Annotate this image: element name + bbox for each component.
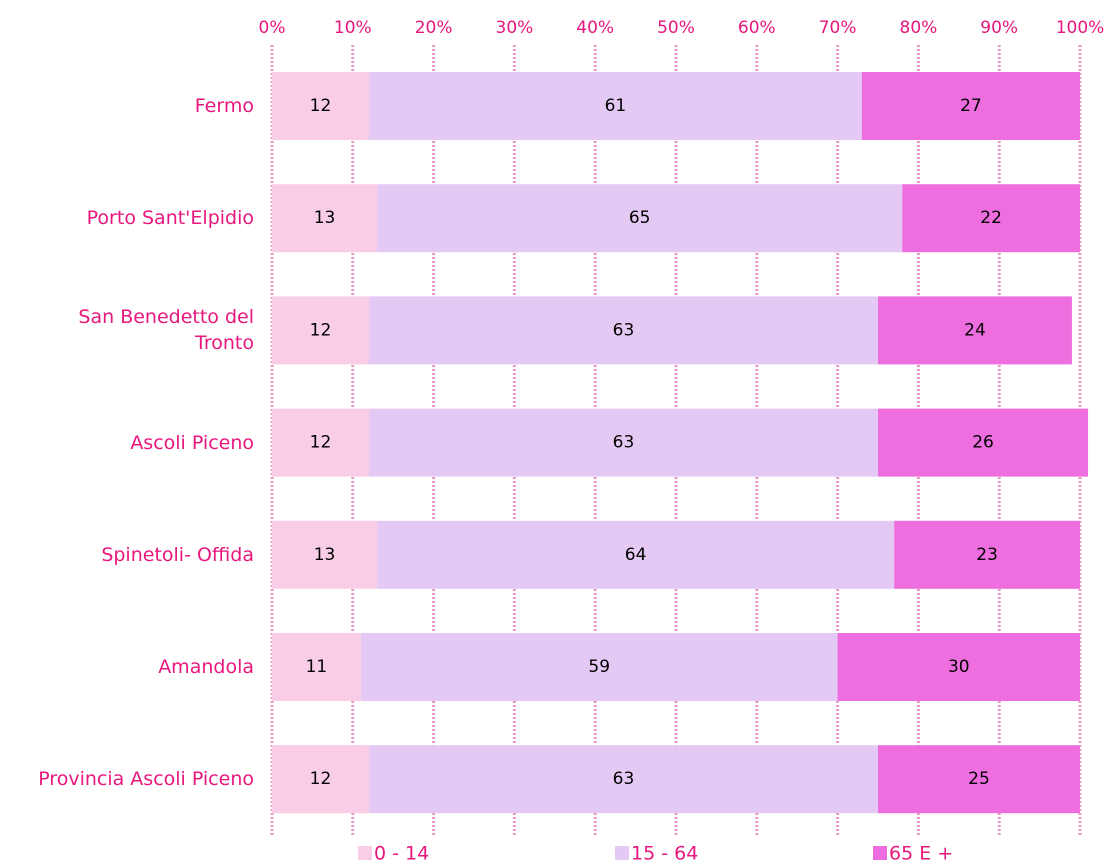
category-label: San Benedetto del Tronto: [78, 306, 254, 355]
bar-segment: [368, 72, 862, 140]
bar-segment: [377, 184, 903, 253]
data-label: 23: [976, 545, 998, 565]
data-label: 12: [310, 433, 332, 453]
bar-segment: [837, 633, 1080, 701]
bar-segment: [272, 408, 369, 477]
data-label: 26: [972, 433, 994, 453]
x-tick-label: 70%: [819, 18, 857, 38]
bar-segment: [368, 408, 878, 477]
category-label: Amandola: [158, 656, 254, 678]
data-label: 12: [310, 96, 332, 116]
legend-label: 0 - 14: [374, 843, 429, 862]
bar-segment: [878, 745, 1080, 814]
bar-segment: [272, 184, 378, 253]
legend-swatch: [873, 846, 887, 860]
data-label: 30: [948, 657, 970, 677]
data-label: 25: [968, 769, 990, 789]
category-label: Provincia Ascoli Piceno: [38, 768, 254, 791]
x-tick-label: 20%: [415, 18, 453, 38]
data-label: 13: [314, 208, 336, 228]
x-tick-label: 60%: [738, 18, 776, 38]
x-tick-label: 100%: [1056, 18, 1105, 38]
category-label: Porto Sant'Elpidio: [86, 207, 254, 230]
data-label: 63: [613, 320, 635, 340]
data-label: 12: [310, 769, 332, 789]
data-label: 24: [964, 320, 986, 340]
bar-segment: [878, 408, 1089, 477]
legend-label: 65 E +: [889, 843, 953, 862]
x-tick-label: 50%: [657, 18, 695, 38]
data-label: 59: [588, 657, 610, 677]
category-label: Spinetoli- Offida: [101, 543, 254, 566]
data-label: 63: [613, 433, 635, 453]
bar-segment: [272, 633, 361, 701]
bar-segment: [878, 296, 1072, 365]
data-label: 13: [314, 545, 336, 565]
bar-segment: [272, 745, 369, 814]
x-tick-label: 40%: [576, 18, 614, 38]
x-tick-label: 0%: [259, 18, 286, 38]
data-label: 12: [310, 320, 332, 340]
bar-segment: [272, 72, 369, 140]
data-label: 11: [306, 657, 328, 677]
legend-swatch: [358, 846, 372, 860]
data-label: 27: [960, 96, 982, 116]
bar-segment: [377, 520, 895, 589]
category-label: Ascoli Piceno: [130, 431, 254, 454]
data-label: 63: [613, 769, 635, 789]
x-tick-label: 90%: [980, 18, 1018, 38]
bar-segment: [368, 745, 878, 814]
bar-segment: [272, 296, 369, 365]
bar-segment: [861, 72, 1080, 140]
legend-swatch: [615, 846, 629, 860]
x-tick-label: 10%: [334, 18, 372, 38]
bar-segment: [894, 520, 1080, 589]
bar-segment: [360, 633, 838, 701]
data-label: 22: [980, 208, 1002, 228]
bar-segment: [368, 296, 878, 365]
data-label: 64: [625, 545, 647, 565]
bar-segment: [272, 520, 378, 589]
category-label: Fermo: [194, 95, 254, 117]
legend-label: 15 - 64: [631, 843, 698, 862]
bar-segment: [902, 184, 1080, 253]
data-label: 61: [605, 96, 627, 116]
x-tick-label: 30%: [496, 18, 534, 38]
x-tick-label: 80%: [900, 18, 938, 38]
data-label: 65: [629, 208, 651, 228]
